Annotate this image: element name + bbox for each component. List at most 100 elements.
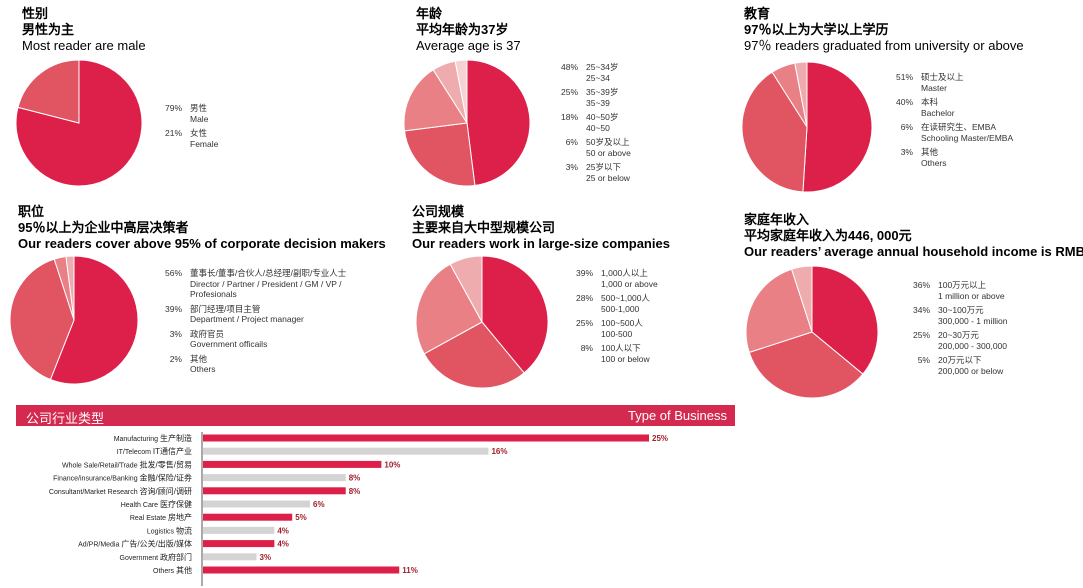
age-subtitle-zh: 平均年龄为37岁 <box>416 22 509 37</box>
age-legend-label-en: 50 or above <box>586 147 631 158</box>
business-bar <box>203 500 311 508</box>
position-pie-slice-3 <box>65 255 75 321</box>
education-legend-label-en: Master <box>921 82 947 93</box>
gender-pie-slice-1 <box>17 59 80 124</box>
gender-legend-percent: 79% <box>164 103 182 113</box>
gender-legend: 79% 男性 Male 21% 女性 Female <box>160 103 218 153</box>
company-size-legend: 39% 1,000人以上 1,000 or above 28% 500~1,000人 50… <box>571 268 658 368</box>
business-bar <box>203 553 257 561</box>
company-legend-label-en: 100-500 <box>601 328 633 339</box>
gender-subtitle-en: Most reader are male <box>22 38 146 53</box>
business-category-zh: 生产制造 <box>160 433 192 443</box>
business-bar <box>203 513 293 521</box>
gender-legend-label-en: Female <box>190 138 219 149</box>
business-category-label: Government 政府部门 <box>120 552 192 562</box>
business-category-en: Government <box>120 555 160 562</box>
business-value-label: 6% <box>313 500 325 509</box>
income-subtitle-zh: 平均家庭年收入为446, 000元 <box>744 228 912 243</box>
position-legend-item: 39% 部门经理/项目主管 Department / Project manager <box>160 304 400 325</box>
age-legend-label-en: 35~39 <box>586 97 610 108</box>
business-category-label: IT/Telecom IT通信产业 <box>117 446 192 456</box>
age-legend-percent: 25% <box>560 87 578 97</box>
age-pie-slice-0 <box>466 59 531 187</box>
business-bar <box>203 540 275 548</box>
income-pie-slice-1 <box>748 331 864 399</box>
income-legend: 36% 100万元以上 1 million or above 34% 30~100万元 3… <box>908 280 1007 380</box>
business-category-label: Logistics 物流 <box>147 525 192 535</box>
education-legend-label-en: Schooling Master/EMBA <box>921 132 1014 143</box>
business-category-label: Consultant/Market Research 咨询/顾问/调研 <box>49 486 192 496</box>
business-category-label: Ad/PR/Media 广告/公关/出版/媒体 <box>78 539 192 549</box>
company-legend-label-zh: 100~500人 <box>601 318 643 328</box>
business-value-label: 3% <box>260 553 272 562</box>
age-legend-label-zh: 25~34岁 <box>586 62 619 72</box>
education-legend-percent: 40% <box>895 97 913 107</box>
age-legend-percent: 6% <box>565 137 578 147</box>
gender-legend-item: 79% 男性 Male <box>160 103 218 124</box>
business-category-en: Manufacturing <box>114 436 160 443</box>
business-category-en: Ad/PR/Media <box>78 542 121 549</box>
age-title: 年龄 <box>416 6 443 21</box>
income-subtitle-en: Our readers’ average annual household in… <box>744 244 1083 259</box>
company-legend-label-en: 500-1,000 <box>601 303 640 314</box>
age-legend-item: 3% 25岁以下 25 or below <box>556 162 631 183</box>
position-legend-percent: 39% <box>164 303 182 314</box>
business-category-zh: 广告/公关/出版/媒体 <box>121 539 192 549</box>
education-subtitle-en: 97％ readers graduated from university or… <box>744 38 1024 53</box>
business-bar-chart: Manufacturing 生产制造 25% IT/Telecom IT通信产业 16… <box>49 432 668 586</box>
business-bar <box>203 526 275 534</box>
education-legend-label-zh: 在读研究生、EMBA <box>921 122 997 132</box>
education-subtitle-zh: 97％以上为大学以上学历 <box>744 22 889 37</box>
education-legend-label-zh: 硕士及以上 <box>921 72 964 82</box>
age-legend-item: 25% 35~39岁 35~39 <box>556 87 631 108</box>
age-legend-item: 18% 40~50岁 40~50 <box>556 112 631 133</box>
education-legend-percent: 51% <box>895 72 913 82</box>
position-legend-label-zh: 董事长/董事/合伙人/总经理/副职/专业人士 <box>190 268 347 278</box>
age-legend-label-zh: 25岁以下 <box>586 162 621 172</box>
education-legend-label-zh: 本科 <box>921 97 939 107</box>
position-legend-label-en: Director / Partner / President / GM / VP… <box>190 278 342 300</box>
position-legend-label-zh: 政府官员 <box>190 328 225 339</box>
business-category-en: Health Care <box>121 502 160 509</box>
company-legend-label-zh: 1,000人以上 <box>601 268 648 278</box>
age-legend-percent: 48% <box>560 62 578 72</box>
education-legend-label-en: Bachelor <box>921 107 955 118</box>
position-title: 职位 <box>18 204 45 219</box>
company-pie-slice-2 <box>415 263 483 355</box>
position-subtitle-zh: 95％以上为企业中高层决策者 <box>18 220 189 235</box>
business-category-zh: 咨询/顾问/调研 <box>140 486 192 496</box>
business-value-label: 10% <box>384 460 400 469</box>
business-bar <box>203 434 649 442</box>
business-value-label: 8% <box>349 487 361 496</box>
age-legend-percent: 18% <box>560 112 578 122</box>
income-legend-label-en: 200,000 or below <box>938 365 1004 376</box>
company-legend-item: 39% 1,000人以上 1,000 or above <box>571 268 658 289</box>
income-pie-slice-2 <box>745 268 813 354</box>
age-subtitle-en: Average age is 37 <box>416 38 521 53</box>
education-legend-percent: 6% <box>900 122 913 132</box>
position-pie-slice-0 <box>49 255 139 385</box>
income-legend-percent: 5% <box>917 355 930 365</box>
business-category-en: Consultant/Market Research <box>49 489 140 496</box>
position-legend-item: 56% 董事长/董事/合伙人/总经理/副职/专业人士 Director / Part… <box>160 268 400 300</box>
business-category-zh: 金融/保险/证券 <box>140 473 192 483</box>
age-legend-item: 6% 50岁及以上 50 or above <box>556 137 631 158</box>
income-legend-label-en: 200,000 - 300,000 <box>938 340 1008 351</box>
education-legend-label-en: Others <box>921 157 947 168</box>
position-legend-item: 3% 政府官员 Government officails <box>160 329 400 350</box>
education-legend-label-zh: 其他 <box>921 147 939 157</box>
income-legend-label-zh: 20~30万元 <box>938 330 979 340</box>
gender-subtitle-zh: 男性为主 <box>22 22 75 37</box>
business-category-label: Finance/insurance/Banking 金融/保险/证券 <box>53 473 192 483</box>
gender-legend-label-zh: 女性 <box>190 128 208 138</box>
business-bar <box>203 460 382 468</box>
position-legend-percent: 2% <box>169 353 182 364</box>
income-pie-slice-3 <box>790 265 813 333</box>
gender-legend-label-en: Male <box>190 113 209 124</box>
position-legend-label-en: Government officails <box>190 339 268 349</box>
business-category-label: Others 其他 <box>153 565 192 575</box>
position-legend-label-en: Department / Project manager <box>190 314 304 324</box>
age-pie-slice-2 <box>403 69 468 132</box>
business-title-zh: 公司行业类型 <box>26 411 105 426</box>
business-value-label: 4% <box>277 540 289 549</box>
